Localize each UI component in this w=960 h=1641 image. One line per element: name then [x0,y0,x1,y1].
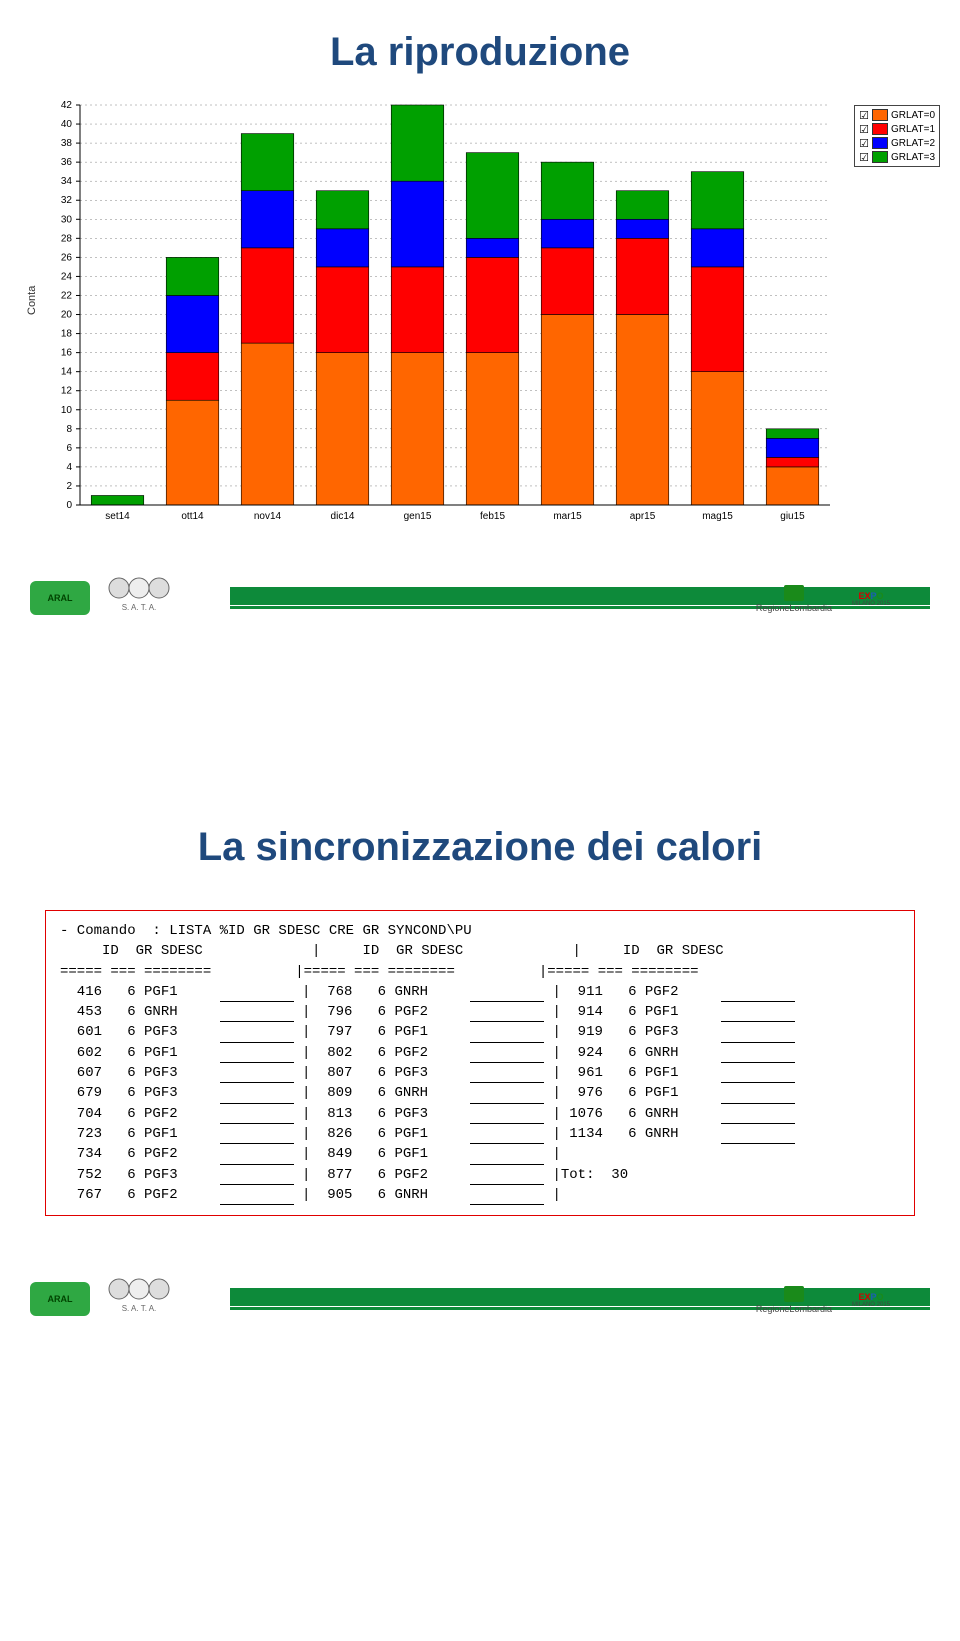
footer-bar-2: ARAL S. A. T. A. RegioneLombardia EXPO M… [30,1266,930,1316]
svg-text:4: 4 [66,462,72,473]
sata-logo-2: S. A. T. A. [94,1270,184,1316]
svg-text:0: 0 [66,500,72,511]
footer-bar: ARAL S. A. T. A. RegioneLombardia EXPO M… [30,565,930,615]
svg-text:6: 6 [66,443,72,454]
svg-text:34: 34 [61,176,73,187]
svg-text:dic14: dic14 [331,511,355,522]
svg-text:18: 18 [61,329,73,340]
regione-logo-2: RegioneLombardia [756,1286,832,1314]
legend-item: ☑GRLAT=3 [859,150,935,164]
expo-logo: EXPO MILANO 2015 [852,591,890,607]
svg-text:apr15: apr15 [630,511,656,522]
svg-text:nov14: nov14 [254,511,282,522]
svg-text:22: 22 [61,290,73,301]
aral-logo-2: ARAL [30,1282,90,1316]
svg-text:36: 36 [61,157,73,168]
legend: ☑GRLAT=0☑GRLAT=1☑GRLAT=2☑GRLAT=3 [854,105,940,167]
legend-item: ☑GRLAT=0 [859,108,935,122]
svg-text:12: 12 [61,386,73,397]
svg-text:mag15: mag15 [702,511,733,522]
regione-text: RegioneLombardia [756,603,832,613]
slide-2: La sincronizzazione dei calori - Comando… [0,795,960,1346]
expo-logo-2: EXPO MILANO 2015 [852,1292,890,1308]
regione-logo: RegioneLombardia [756,585,832,613]
expo-sub: MILANO 2015 [852,601,890,607]
svg-text:feb15: feb15 [480,511,505,522]
slide1-title: La riproduzione [30,30,930,75]
svg-text:16: 16 [61,348,73,359]
svg-text:gen15: gen15 [404,511,432,522]
svg-text:2: 2 [66,481,72,492]
svg-text:40: 40 [61,119,73,130]
svg-text:ott14: ott14 [181,511,204,522]
expo-sub-2: MILANO 2015 [852,1302,890,1308]
svg-text:8: 8 [66,424,72,435]
sata-logo: S. A. T. A. [94,569,184,615]
svg-text:30: 30 [61,214,73,225]
stacked-bar-chart: Conta 0246810121416182022242628303234363… [40,95,920,535]
svg-text:26: 26 [61,252,73,263]
svg-text:20: 20 [61,310,73,321]
sata-text: S. A. T. A. [122,603,157,612]
terminal-output: - Comando : LISTA %ID GR SDESC CRE GR SY… [45,910,915,1216]
svg-text:giu15: giu15 [780,511,805,522]
aral-logo: ARAL [30,581,90,615]
slide-1: La riproduzione Conta 024681012141618202… [0,0,960,635]
slide2-title: La sincronizzazione dei calori [30,825,930,870]
svg-text:24: 24 [61,271,73,282]
chart-svg: 024681012141618202224262830323436384042s… [40,95,840,535]
legend-item: ☑GRLAT=1 [859,122,935,136]
svg-text:38: 38 [61,138,73,149]
svg-text:14: 14 [61,367,73,378]
legend-item: ☑GRLAT=2 [859,136,935,150]
y-axis-label: Conta [26,286,38,315]
svg-text:42: 42 [61,100,73,111]
sata-text-2: S. A. T. A. [122,1304,157,1313]
svg-text:28: 28 [61,233,73,244]
slide-gap [0,635,960,795]
regione-text-2: RegioneLombardia [756,1304,832,1314]
svg-text:32: 32 [61,195,73,206]
svg-text:10: 10 [61,405,73,416]
svg-text:set14: set14 [105,511,130,522]
svg-text:mar15: mar15 [553,511,582,522]
